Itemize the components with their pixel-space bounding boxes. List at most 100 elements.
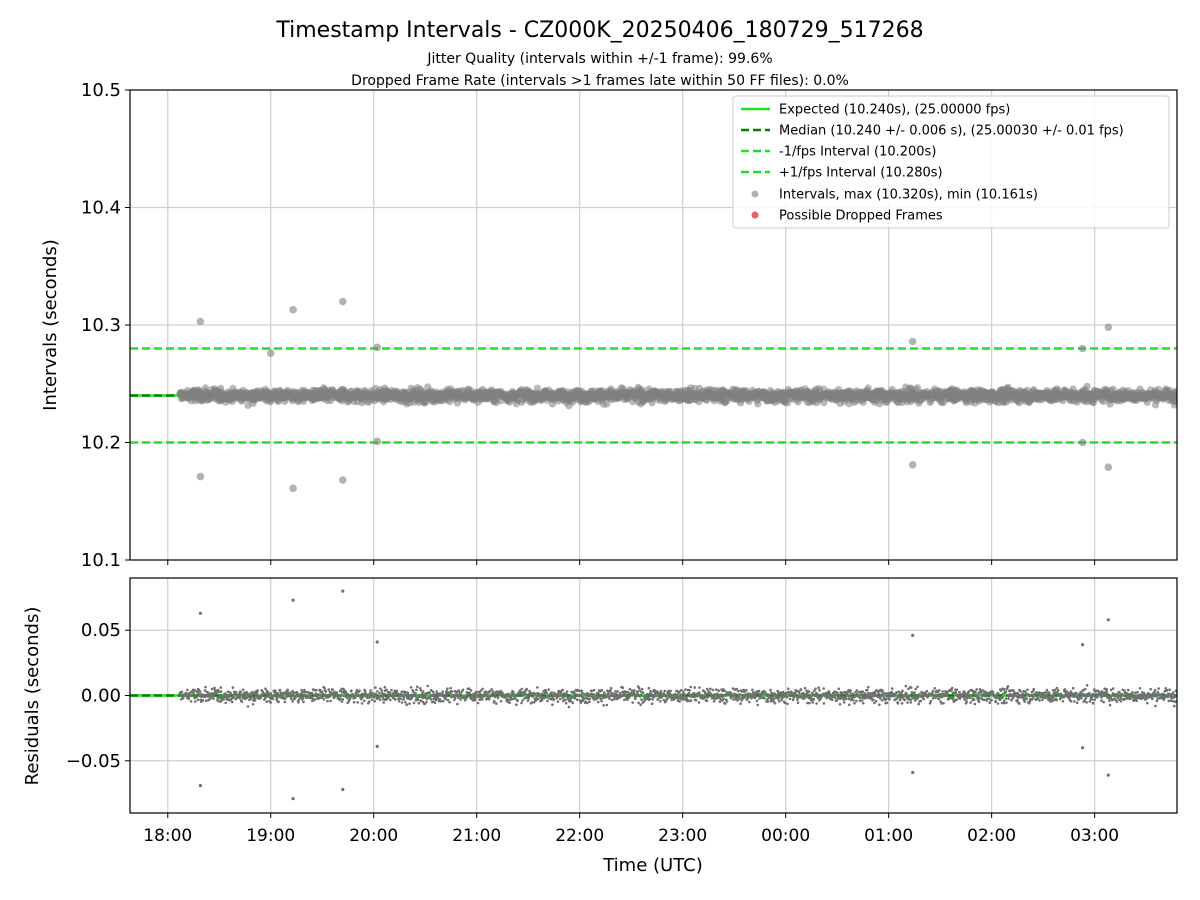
residual-point xyxy=(1135,699,1138,703)
residual-point xyxy=(955,688,959,691)
residual-point xyxy=(1136,690,1139,694)
residual-point xyxy=(1145,693,1148,697)
residual-point xyxy=(599,697,602,701)
residual-point xyxy=(1071,692,1074,695)
residual-point xyxy=(552,698,556,702)
residual-point xyxy=(232,696,236,699)
residual-point xyxy=(1052,694,1056,698)
residual-point xyxy=(900,702,904,705)
residual-point xyxy=(883,691,886,695)
residual-point xyxy=(565,690,569,693)
residual-point xyxy=(1100,696,1103,699)
residual-point xyxy=(291,700,294,703)
residual-point xyxy=(777,697,780,701)
residual-point xyxy=(473,698,477,702)
residual-point xyxy=(431,690,435,694)
residual-point xyxy=(289,691,292,694)
residual-point xyxy=(614,692,618,696)
residual-point xyxy=(592,688,596,692)
residual-point xyxy=(991,691,995,695)
residual-point xyxy=(805,691,809,695)
residual-point xyxy=(238,696,242,700)
residual-point xyxy=(1106,692,1109,695)
residual-point xyxy=(323,686,326,690)
residual-point xyxy=(1012,689,1015,692)
residual-point xyxy=(833,696,837,699)
residual-point xyxy=(1053,691,1057,694)
residual-point xyxy=(1069,690,1073,693)
residual-point xyxy=(224,692,227,695)
residual-point xyxy=(633,692,636,696)
residual-point xyxy=(731,687,735,690)
residual-point xyxy=(339,697,342,700)
residual-point xyxy=(995,694,999,698)
residual-point xyxy=(250,693,254,696)
residual-point xyxy=(1092,693,1096,697)
residual-point xyxy=(520,687,524,691)
residual-point xyxy=(847,697,851,700)
residual-point xyxy=(576,698,579,701)
residual-point xyxy=(329,699,332,703)
residual-point xyxy=(933,687,937,690)
residual-point xyxy=(872,698,875,702)
x-tick-label: 01:00 xyxy=(864,826,913,846)
residual-point xyxy=(842,696,846,699)
residual-point xyxy=(1050,699,1054,703)
residual-point xyxy=(1004,690,1008,694)
legend-swatch-dropped xyxy=(751,211,759,219)
residual-point xyxy=(234,690,238,694)
residual-point xyxy=(675,689,679,693)
residual-point xyxy=(903,698,906,702)
residual-point xyxy=(269,692,273,695)
residual-point xyxy=(573,695,577,699)
residual-point xyxy=(546,699,549,703)
residual-point xyxy=(187,697,190,701)
residual-point xyxy=(499,689,502,693)
residual-point xyxy=(395,689,399,693)
residual-point xyxy=(459,692,462,695)
residual-point xyxy=(600,688,604,692)
residual-point xyxy=(844,697,848,701)
residual-point xyxy=(478,692,482,695)
residual-point xyxy=(895,697,898,701)
residual-point xyxy=(484,690,488,693)
residual-point xyxy=(481,687,485,691)
residual-point xyxy=(942,701,945,705)
residual-point xyxy=(858,699,862,703)
residual-point xyxy=(937,697,941,701)
x-tick-label: 18:00 xyxy=(143,826,192,846)
residual-point xyxy=(516,699,519,703)
residual-point xyxy=(1138,687,1142,690)
residual-point xyxy=(382,697,385,701)
residual-point xyxy=(729,691,733,695)
residual-point xyxy=(222,698,225,701)
residual-point xyxy=(277,700,281,704)
residual-point xyxy=(320,690,324,694)
residual-point xyxy=(1119,697,1123,700)
residual-point xyxy=(1108,703,1112,707)
residual-point xyxy=(723,689,727,693)
residual-point xyxy=(556,692,560,695)
residual-point xyxy=(841,692,844,696)
residual-point xyxy=(783,701,787,705)
residual-point xyxy=(718,700,722,703)
residual-point xyxy=(1090,698,1094,701)
interval-outlier-point xyxy=(1104,323,1113,332)
residual-point xyxy=(931,697,935,700)
residual-point xyxy=(493,699,496,703)
residual-point xyxy=(901,689,904,693)
residual-point xyxy=(975,688,978,691)
residual-point xyxy=(646,696,650,699)
legend-label-expected: Expected (10.240s), (25.00000 fps) xyxy=(779,103,1010,118)
residual-point xyxy=(651,698,654,701)
residual-point xyxy=(1051,689,1055,692)
residual-point xyxy=(736,699,739,702)
residual-point xyxy=(870,695,873,699)
residual-point xyxy=(994,699,997,703)
residual-point xyxy=(321,696,324,699)
residual-point xyxy=(610,698,614,702)
residual-point xyxy=(508,698,512,701)
residual-point xyxy=(709,687,712,691)
residual-point xyxy=(322,694,325,698)
residual-point xyxy=(963,698,967,701)
